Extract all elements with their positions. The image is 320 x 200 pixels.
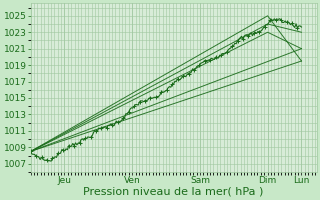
- X-axis label: Pression niveau de la mer( hPa ): Pression niveau de la mer( hPa ): [84, 187, 264, 197]
